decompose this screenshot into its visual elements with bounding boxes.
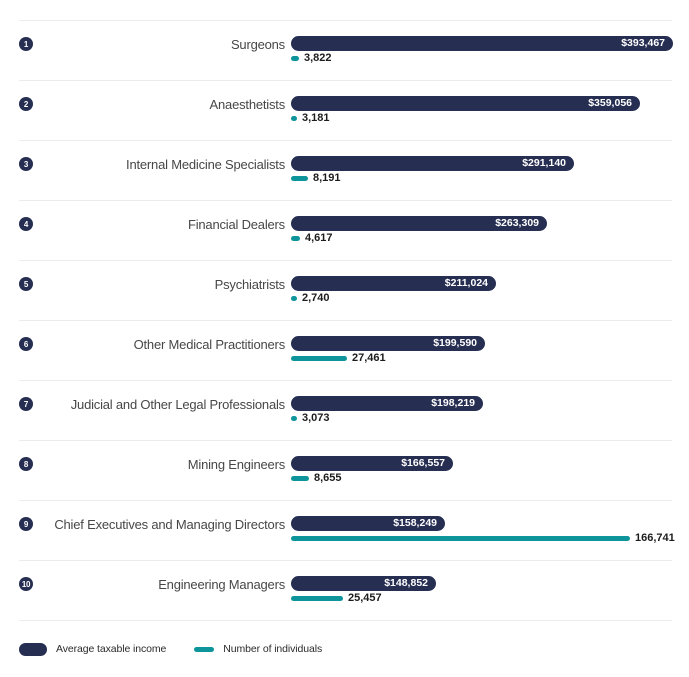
chart-row: 6 Other Medical Practitioners $199,590 2… xyxy=(19,320,672,380)
income-value-label: $158,249 xyxy=(393,517,437,529)
income-value-label: $291,140 xyxy=(522,157,566,169)
rank-badge: 1 xyxy=(19,37,33,51)
chart-row: 5 Psychiatrists $211,024 2,740 xyxy=(19,260,672,320)
count-bar xyxy=(291,116,297,121)
chart-row: 4 Financial Dealers $263,309 4,617 xyxy=(19,200,672,260)
count-value-label: 2,740 xyxy=(302,292,330,304)
income-value-label: $166,557 xyxy=(401,457,445,469)
rank-badge: 6 xyxy=(19,337,33,351)
income-bar: $291,140 xyxy=(291,156,574,171)
occupation-label: Engineering Managers xyxy=(158,577,285,592)
rank-badge: 3 xyxy=(19,157,33,171)
occupation-label: Financial Dealers xyxy=(187,217,285,232)
count-bar xyxy=(291,176,308,181)
income-value-label: $199,590 xyxy=(433,337,477,349)
rank-badge: 4 xyxy=(19,217,33,231)
income-value-label: $263,309 xyxy=(495,217,539,229)
rank-badge: 10 xyxy=(19,577,33,591)
income-value-label: $393,467 xyxy=(621,37,665,49)
income-value-label: $359,056 xyxy=(588,97,632,109)
income-bar: $158,249 xyxy=(291,516,445,531)
chart-row: 1 Surgeons $393,467 3,822 xyxy=(19,20,673,80)
count-bar xyxy=(291,476,309,481)
chart-row: 3 Internal Medicine Specialists $291,140… xyxy=(19,140,672,200)
count-legend-swatch-icon xyxy=(194,646,215,652)
chart-row: 2 Anaesthetists $359,056 3,181 xyxy=(19,80,672,140)
count-bar xyxy=(291,356,347,361)
rank-badge: 8 xyxy=(19,457,33,471)
occupation-label: Psychiatrists xyxy=(214,277,286,292)
occupation-label: Surgeons xyxy=(230,37,285,52)
rank-badge: 7 xyxy=(19,397,33,411)
count-value-label: 3,073 xyxy=(302,412,330,424)
count-value-label: 3,181 xyxy=(302,112,330,124)
rank-badge: 9 xyxy=(19,517,33,531)
occupation-label: Other Medical Practitioners xyxy=(133,337,286,352)
chart-row: 10 Engineering Managers $148,852 25,457 xyxy=(19,560,672,620)
occupation-label: Judicial and Other Legal Professionals xyxy=(70,397,285,412)
count-bar xyxy=(291,56,299,61)
chart-rows: 1 Surgeons $393,467 3,822 2 Anaesthetist… xyxy=(19,20,675,620)
count-bar xyxy=(291,236,300,241)
count-value-label: 8,191 xyxy=(313,172,341,184)
count-value-label: 4,617 xyxy=(305,232,333,244)
rank-badge: 5 xyxy=(19,277,33,291)
income-bar: $359,056 xyxy=(291,96,640,111)
income-value-label: $211,024 xyxy=(444,277,488,289)
count-bar xyxy=(291,416,297,421)
legend: Average taxable income Number of individ… xyxy=(19,620,672,677)
rank-badge: 2 xyxy=(19,97,33,111)
count-value-label: 25,457 xyxy=(348,592,382,604)
count-bar xyxy=(291,596,343,601)
income-bar: $148,852 xyxy=(291,576,436,591)
count-value-label: 3,822 xyxy=(304,52,332,64)
income-value-label: $148,852 xyxy=(384,577,428,589)
chart-row: 7 Judicial and Other Legal Professionals… xyxy=(19,380,672,440)
count-bar xyxy=(291,536,630,541)
income-legend-swatch-icon xyxy=(19,642,47,656)
count-bar xyxy=(291,296,297,301)
count-value-label: 8,655 xyxy=(314,472,342,484)
occupation-label: Anaesthetists xyxy=(209,97,286,112)
chart-row: 8 Mining Engineers $166,557 8,655 xyxy=(19,440,672,500)
occupation-label: Mining Engineers xyxy=(187,457,285,472)
income-legend-label: Average taxable income xyxy=(56,643,167,655)
legend-item-income: Average taxable income xyxy=(19,642,167,656)
income-bar: $393,467 xyxy=(291,36,673,51)
income-bar: $198,219 xyxy=(291,396,483,411)
count-value-label: 166,741 xyxy=(635,532,675,544)
income-bar: $211,024 xyxy=(291,276,496,291)
legend-item-count: Number of individuals xyxy=(166,643,322,655)
income-bar: $263,309 xyxy=(291,216,547,231)
chart-row: 9 Chief Executives and Managing Director… xyxy=(19,500,675,560)
income-value-label: $198,219 xyxy=(431,397,475,409)
income-bar: $199,590 xyxy=(291,336,485,351)
occupation-label: Internal Medicine Specialists xyxy=(126,157,285,172)
income-bar: $166,557 xyxy=(291,456,453,471)
count-value-label: 27,461 xyxy=(352,352,386,364)
occupation-label: Chief Executives and Managing Directors xyxy=(54,517,285,532)
count-legend-label: Number of individuals xyxy=(223,643,323,655)
